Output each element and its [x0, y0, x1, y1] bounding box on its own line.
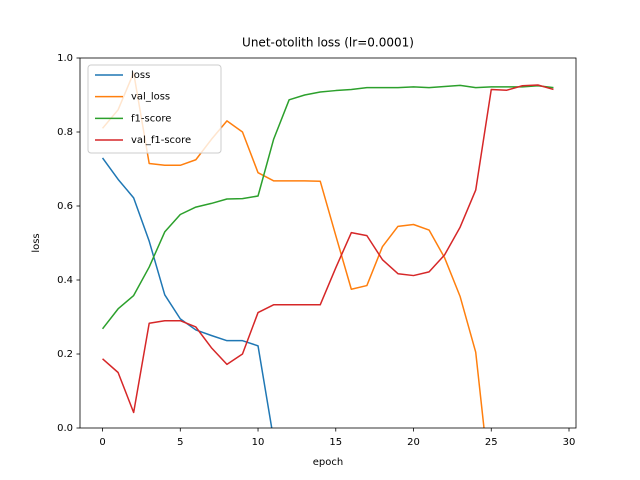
x-tick-label: 10: [252, 437, 265, 448]
x-tick-label: 0: [99, 437, 105, 448]
y-tick-label: 0.8: [57, 127, 73, 138]
legend-label: val_loss: [131, 92, 170, 103]
x-tick-label: 5: [177, 437, 183, 448]
legend-label: val_f1-score: [131, 135, 191, 146]
plot-lines: [101, 72, 554, 428]
series-line: [102, 84, 554, 414]
chart-title: Unet-otolith loss (lr=0.0001): [242, 36, 414, 50]
x-tick-label: 20: [407, 437, 420, 448]
y-tick-label: 0.2: [57, 349, 73, 360]
x-axis-label: epoch: [313, 457, 343, 468]
legend-label: f1-score: [131, 113, 171, 124]
legend-box: [87, 64, 222, 154]
x-tick-label: 25: [485, 437, 498, 448]
series-line: [101, 84, 554, 330]
plot-frame: [79, 57, 577, 429]
x-tick-label: 15: [329, 437, 342, 448]
y-tick-label: 0.4: [57, 275, 73, 286]
series-line: [101, 72, 485, 428]
legend-label: loss: [131, 70, 150, 81]
y-tick-label: 1.0: [57, 53, 73, 64]
y-tick-label: 0.0: [57, 423, 73, 434]
x-tick-label: 30: [563, 437, 576, 448]
y-tick-label: 0.6: [57, 201, 73, 212]
y-axis-label: loss: [31, 233, 42, 252]
